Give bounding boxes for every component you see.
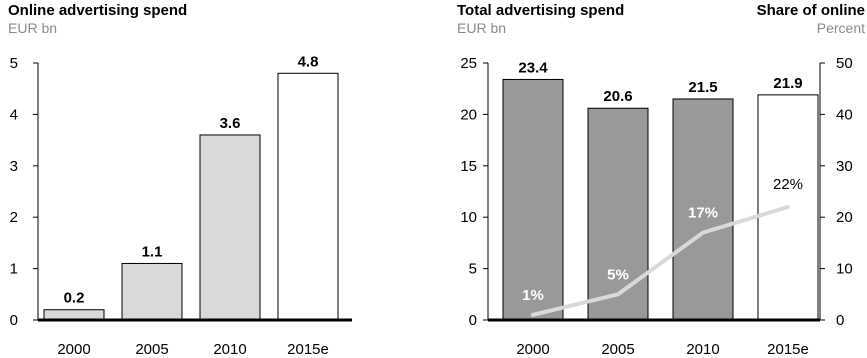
y-tick-label: 5 xyxy=(10,55,18,72)
secondary-y-tick-label: 0 xyxy=(836,312,844,329)
y-tick-label: 4 xyxy=(10,106,18,123)
data-label: 3.6 xyxy=(220,115,241,132)
right-chart-title: Total advertising spend xyxy=(457,2,625,19)
x-tick-label: 2000 xyxy=(516,341,549,358)
left-chart-title: Online advertising spend xyxy=(8,2,188,19)
secondary-y-tick-label: 50 xyxy=(836,55,853,72)
y-tick-label: 3 xyxy=(10,158,18,175)
x-tick-label: 2005 xyxy=(135,341,168,358)
secondary-y-tick-label: 40 xyxy=(836,106,853,123)
y-tick-label: 0 xyxy=(10,312,18,329)
bar xyxy=(587,107,649,321)
y-tick-label: 5 xyxy=(469,261,477,278)
share-label: 1% xyxy=(522,287,544,304)
right-chart-unit: EUR bn xyxy=(457,20,507,36)
x-tick-label: 2015e xyxy=(767,341,809,358)
y-tick-label: 25 xyxy=(460,55,477,72)
x-tick-label: 2010 xyxy=(686,341,719,358)
share-label: 17% xyxy=(688,205,718,222)
secondary-y-tick-label: 30 xyxy=(836,158,853,175)
left-chart-unit: EUR bn xyxy=(8,20,58,36)
y-tick-label: 2 xyxy=(10,209,18,226)
share-label: 5% xyxy=(607,266,629,283)
secondary-y-tick-label: 10 xyxy=(836,261,853,278)
x-tick-label: 2010 xyxy=(213,341,246,358)
secondary-y-tick-label: 20 xyxy=(836,209,853,226)
data-label: 21.5 xyxy=(688,79,717,96)
x-tick-label: 2005 xyxy=(601,341,634,358)
bar xyxy=(121,262,183,321)
data-label: 0.2 xyxy=(64,290,85,307)
y-tick-label: 15 xyxy=(460,158,477,175)
data-label: 4.8 xyxy=(298,53,319,70)
data-label: 1.1 xyxy=(142,243,163,260)
x-tick-label: 2000 xyxy=(57,341,90,358)
data-label: 20.6 xyxy=(603,88,632,105)
y-tick-label: 20 xyxy=(460,106,477,123)
data-label: 23.4 xyxy=(518,59,548,76)
bar xyxy=(672,98,734,321)
secondary-axis-title: Share of online xyxy=(756,2,865,19)
data-label: 21.9 xyxy=(773,75,802,92)
share-line xyxy=(531,204,790,317)
y-tick-label: 1 xyxy=(10,261,18,278)
bar xyxy=(277,72,339,321)
bar xyxy=(199,134,261,321)
y-tick-label: 10 xyxy=(460,209,477,226)
secondary-axis-unit: Percent xyxy=(816,20,865,36)
y-tick-label: 0 xyxy=(469,312,477,329)
bar xyxy=(502,78,564,321)
x-tick-label: 2015e xyxy=(287,341,329,358)
share-label: 22% xyxy=(773,176,803,193)
